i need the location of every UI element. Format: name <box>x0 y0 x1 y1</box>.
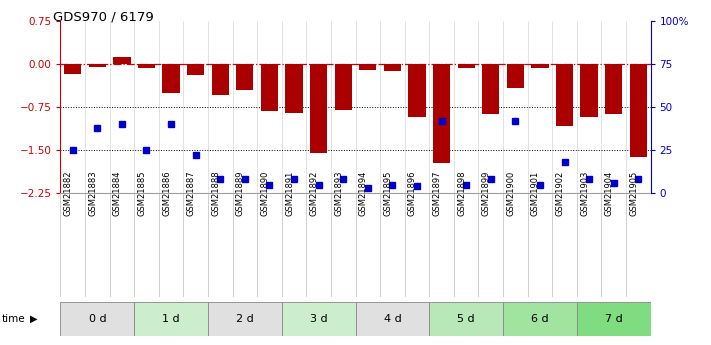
Bar <box>356 302 429 336</box>
Bar <box>138 64 155 68</box>
Text: GSM21887: GSM21887 <box>187 170 196 216</box>
Bar <box>236 64 253 90</box>
Bar <box>89 64 106 67</box>
Bar <box>503 302 577 336</box>
Bar <box>64 64 81 74</box>
Text: GSM21894: GSM21894 <box>359 170 368 216</box>
Bar <box>577 302 651 336</box>
Text: 6 d: 6 d <box>531 314 549 324</box>
Bar <box>163 64 180 92</box>
Text: 3 d: 3 d <box>310 314 328 324</box>
Bar <box>359 64 376 70</box>
Text: GSM21899: GSM21899 <box>482 170 491 216</box>
Bar <box>458 64 475 68</box>
Bar <box>482 64 499 115</box>
Text: 4 d: 4 d <box>383 314 401 324</box>
Bar <box>507 64 524 88</box>
Bar <box>261 64 278 111</box>
Bar <box>630 64 647 157</box>
Text: GSM21888: GSM21888 <box>211 170 220 216</box>
Text: GSM21892: GSM21892 <box>309 170 319 216</box>
Bar <box>605 64 622 115</box>
Text: GSM21883: GSM21883 <box>88 170 97 216</box>
Text: GSM21898: GSM21898 <box>457 170 466 216</box>
Bar <box>429 302 503 336</box>
Text: GSM21886: GSM21886 <box>162 170 171 216</box>
Bar <box>212 64 229 96</box>
Text: GSM21900: GSM21900 <box>506 170 515 216</box>
Bar <box>60 302 134 336</box>
Bar <box>285 64 303 113</box>
Bar <box>187 64 204 75</box>
Text: GSM21889: GSM21889 <box>236 170 245 216</box>
Bar <box>310 64 327 153</box>
Text: GSM21904: GSM21904 <box>604 170 614 216</box>
Text: GSM21902: GSM21902 <box>555 170 565 216</box>
Text: ▶: ▶ <box>30 314 38 324</box>
Bar <box>113 57 131 64</box>
Text: GSM21895: GSM21895 <box>383 170 392 216</box>
Text: GSM21884: GSM21884 <box>113 170 122 216</box>
Text: GSM21903: GSM21903 <box>580 170 589 216</box>
Text: GSM21890: GSM21890 <box>260 170 269 216</box>
Bar <box>134 302 208 336</box>
Bar <box>556 64 573 126</box>
Bar <box>335 64 352 110</box>
Text: 1 d: 1 d <box>162 314 180 324</box>
Bar <box>282 302 356 336</box>
Text: GSM21885: GSM21885 <box>137 170 146 216</box>
Text: GSM21896: GSM21896 <box>408 170 417 216</box>
Text: GDS970 / 6179: GDS970 / 6179 <box>53 10 154 23</box>
Text: GSM21905: GSM21905 <box>629 170 638 216</box>
Text: GSM21893: GSM21893 <box>334 170 343 216</box>
Text: GSM21901: GSM21901 <box>531 170 540 216</box>
Text: time: time <box>1 314 25 324</box>
Bar <box>531 64 548 68</box>
Text: GSM21882: GSM21882 <box>64 170 73 216</box>
Text: 7 d: 7 d <box>605 314 623 324</box>
Bar <box>433 64 450 163</box>
Bar <box>384 64 401 71</box>
Bar <box>408 64 426 117</box>
Text: 2 d: 2 d <box>236 314 254 324</box>
Text: 0 d: 0 d <box>88 314 106 324</box>
Bar <box>208 302 282 336</box>
Text: 5 d: 5 d <box>457 314 475 324</box>
Text: GSM21897: GSM21897 <box>432 170 442 216</box>
Bar <box>580 64 598 117</box>
Text: GSM21891: GSM21891 <box>285 170 294 216</box>
